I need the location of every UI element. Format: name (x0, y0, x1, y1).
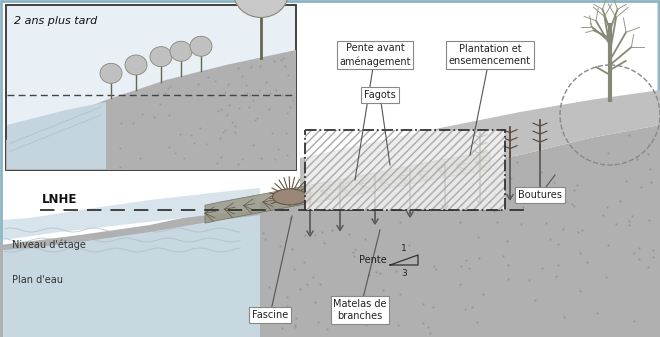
Bar (7, 6, 295, 169)
Polygon shape (6, 50, 296, 170)
Polygon shape (0, 125, 660, 337)
Ellipse shape (190, 36, 212, 56)
Ellipse shape (170, 41, 192, 61)
Text: Fagots: Fagots (364, 90, 396, 100)
Polygon shape (3, 215, 260, 337)
Ellipse shape (125, 55, 147, 75)
Ellipse shape (150, 47, 172, 67)
Text: Fascine: Fascine (252, 310, 288, 320)
Text: Boutures: Boutures (518, 190, 562, 200)
Polygon shape (205, 152, 490, 223)
Text: 2 ans plus tard: 2 ans plus tard (14, 16, 97, 26)
Text: Matelas de
branches: Matelas de branches (333, 299, 387, 321)
Ellipse shape (273, 189, 308, 205)
Polygon shape (7, 102, 106, 169)
Text: Pente: Pente (359, 255, 387, 265)
Text: LNHE: LNHE (42, 193, 77, 206)
Text: 1: 1 (401, 244, 407, 253)
Ellipse shape (234, 0, 288, 18)
Text: Plantation et
ensemencement: Plantation et ensemencement (449, 44, 531, 66)
Bar (6, 5, 296, 170)
Polygon shape (3, 188, 260, 252)
Polygon shape (300, 90, 660, 195)
Text: Plan d'eau: Plan d'eau (12, 275, 63, 285)
Polygon shape (305, 130, 505, 210)
Text: Pente avant
aménagement: Pente avant aménagement (339, 43, 411, 66)
Text: 3: 3 (401, 269, 407, 278)
Ellipse shape (100, 63, 122, 83)
Text: Niveau d'étage: Niveau d'étage (12, 240, 86, 250)
